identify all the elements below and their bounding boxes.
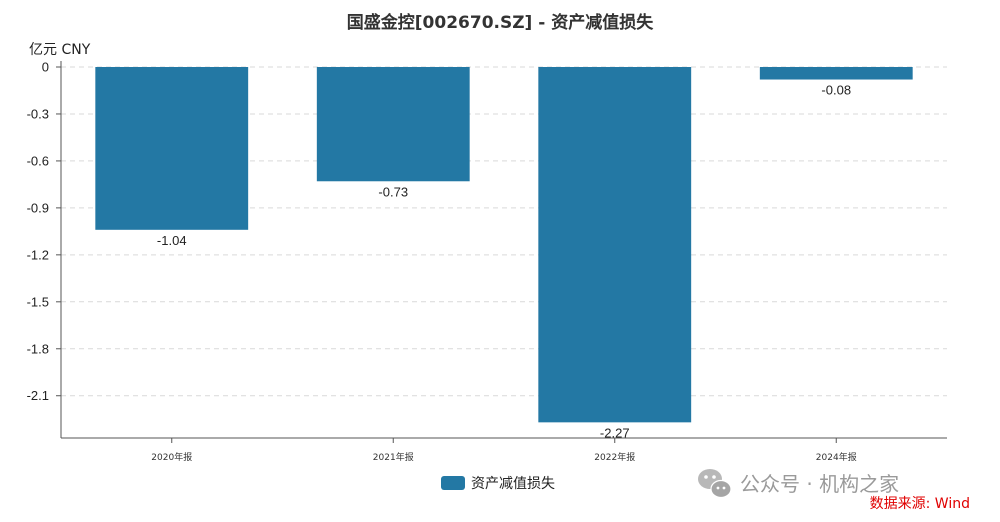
axes [56, 61, 947, 439]
data-label: -0.73 [378, 184, 408, 199]
y-tick-label: -2.1 [27, 388, 49, 403]
y-tick-label: -1.8 [27, 341, 49, 356]
y-tick-label: -0.6 [27, 153, 49, 168]
unit-label: 亿元 CNY [29, 42, 91, 58]
x-tick-labels: 2020年报 2021年报 2022年报 2024年报 [151, 438, 857, 463]
watermark: 公众号 · 机构之家 [698, 469, 899, 499]
y-tick-label: -0.9 [27, 200, 49, 215]
legend-swatch[interactable] [441, 476, 465, 490]
data-labels: -1.04 -0.73 -2.27 -0.08 [157, 83, 851, 441]
bars [95, 67, 913, 423]
watermark-text: 公众号 · 机构之家 [740, 472, 899, 496]
data-label: -0.08 [821, 83, 851, 98]
legend-label-asset-impairment[interactable]: 资产减值损失 [471, 476, 555, 492]
y-tick-label: -0.3 [27, 106, 49, 121]
x-tick-label: 2022年报 [594, 451, 635, 463]
y-tick-label: -1.5 [27, 294, 49, 309]
x-tick-label: 2020年报 [151, 451, 192, 463]
wechat-icon [698, 469, 732, 499]
bar-3[interactable] [759, 67, 913, 80]
bar-1[interactable] [316, 67, 470, 182]
data-source-label: 数据来源: Wind [870, 496, 970, 512]
x-tick-label: 2021年报 [373, 451, 414, 463]
y-tick-label: 0 [42, 60, 49, 75]
legend[interactable]: 资产减值损失 [441, 476, 555, 492]
chart-title: 国盛金控[002670.SZ] - 资产减值损失 [347, 12, 654, 33]
bar-2[interactable] [538, 67, 692, 423]
data-label: -1.04 [157, 233, 187, 248]
data-label: -2.27 [600, 425, 630, 440]
x-tick-label: 2024年报 [816, 451, 857, 463]
y-tick-label: -1.2 [27, 247, 49, 262]
y-tick-labels: 0 -0.3 -0.6 -0.9 -1.2 -1.5 -1.8 -2.1 [27, 60, 49, 404]
bar-0[interactable] [95, 67, 249, 230]
